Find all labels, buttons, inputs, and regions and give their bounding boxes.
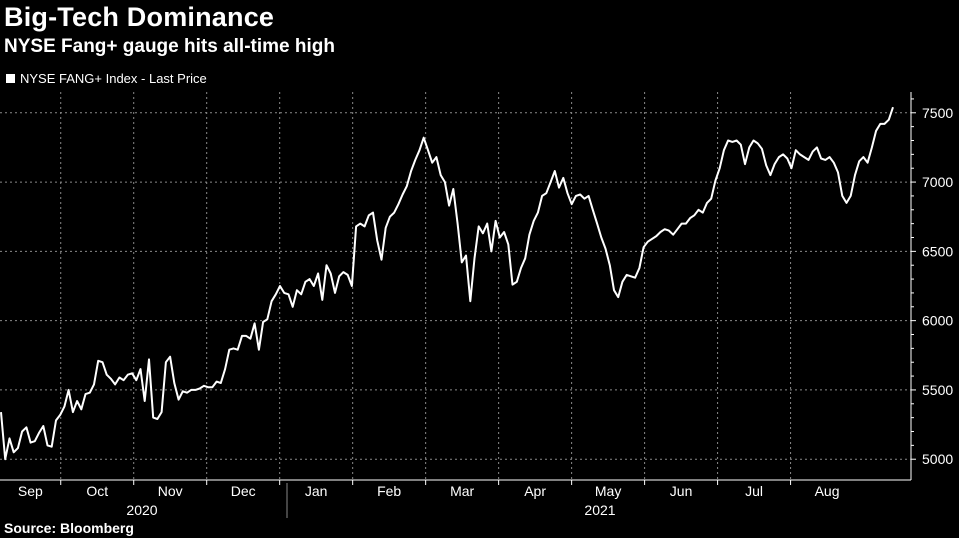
axes: [0, 92, 916, 518]
x-axis-labels: Sep Oct Nov Dec Jan Feb Mar Apr May Jun Jul Aug 2020…: [18, 483, 840, 518]
y-tick-label: 5000: [922, 451, 953, 467]
x-tick-label: Sep: [18, 483, 43, 499]
x-tick-label: Jun: [670, 483, 693, 499]
x-tick-label: Feb: [377, 483, 401, 499]
y-tick-label: 6500: [922, 243, 953, 259]
y-axis-labels: 5000 5500 6000 6500 7000 7500: [922, 105, 953, 467]
year-label: 2021: [584, 502, 615, 518]
year-label: 2020: [126, 502, 157, 518]
y-tick-label: 7500: [922, 105, 953, 121]
x-tick-label: Dec: [231, 483, 256, 499]
chart-title: Big-Tech Dominance: [4, 2, 275, 32]
x-tick-label: Oct: [86, 483, 108, 499]
y-tick-label: 6000: [922, 313, 953, 329]
legend-label: NYSE FANG+ Index - Last Price: [20, 71, 207, 86]
x-tick-label: Jul: [745, 483, 763, 499]
x-tick-label: Nov: [158, 483, 183, 499]
x-tick-label: May: [595, 483, 621, 499]
x-tick-label: Apr: [524, 483, 546, 499]
x-tick-label: Aug: [815, 483, 840, 499]
legend: NYSE FANG+ Index - Last Price: [6, 71, 207, 86]
chart-subtitle: NYSE Fang+ gauge hits all-time high: [4, 36, 335, 57]
x-tick-label: Mar: [450, 483, 474, 499]
series-group: [0, 106, 894, 461]
legend-swatch: [6, 74, 15, 83]
x-tick-label: Jan: [305, 483, 328, 499]
y-tick-label: 5500: [922, 382, 953, 398]
grid-lines: [0, 92, 911, 480]
series-line: [0, 106, 894, 461]
source-note: Source: Bloomberg: [4, 520, 134, 536]
y-tick-label: 7000: [922, 174, 953, 190]
